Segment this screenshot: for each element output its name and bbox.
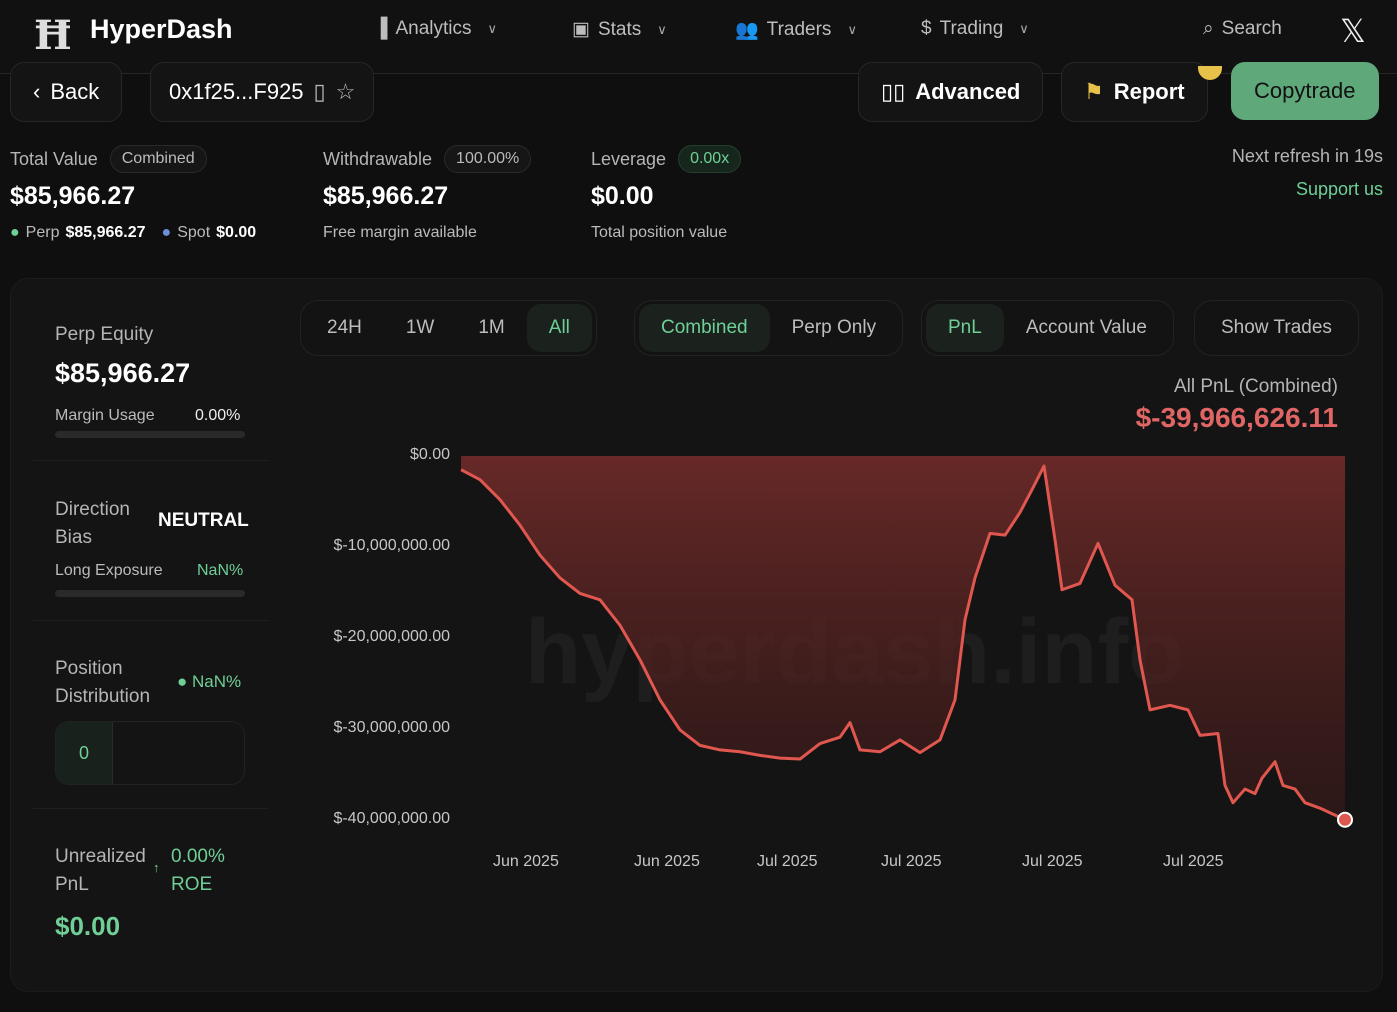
perp-equity-value: $85,966.27 [55, 358, 191, 388]
chevron-left-icon: ‹ [33, 79, 41, 104]
tab-24h[interactable]: 24H [327, 317, 362, 338]
long-exposure-label: Long Exposure [55, 562, 163, 579]
pnl-area [461, 456, 1345, 820]
pnl-line [460, 464, 1346, 822]
tab-account-value[interactable]: Account Value [1025, 317, 1147, 338]
divider [33, 620, 268, 621]
metric-selector: PnL Account Value [921, 300, 1174, 356]
y-tick-label: $-40,000,000.00 [333, 810, 450, 827]
chevron-down-icon: ∨ [487, 21, 498, 36]
terminal-icon: ▣ [572, 19, 590, 40]
chevron-down-icon: ∨ [657, 21, 667, 37]
x-tick-label: Jul 2025 [1163, 853, 1224, 870]
advanced-button[interactable]: ▯▯ Advanced [858, 62, 1044, 122]
position-pct: ● NaN% [177, 672, 242, 691]
flag-icon: ⚑ [1084, 79, 1104, 104]
withdrawable-label-row: Withdrawable 100.00% [323, 145, 532, 173]
position-distribution-bar: 0 [55, 721, 245, 785]
chart-total-pnl: $-39,966,626.11 [1135, 402, 1338, 433]
y-tick-label: $0.00 [409, 446, 450, 463]
y-tick-label: $-30,000,000.00 [333, 719, 450, 736]
bar-chart-icon: ▯▯ [881, 79, 906, 104]
perp-equity-label: Perp Equity [55, 324, 154, 345]
x-tick-label: Jul 2025 [1022, 853, 1083, 870]
search-icon: ⌕ [1203, 18, 1214, 39]
nav-analytics[interactable]: ▐ Analytics ∨ [374, 18, 498, 39]
roe: 0.00% ROE [171, 846, 225, 895]
show-trades-toggle[interactable]: Show Trades [1194, 300, 1359, 356]
long-exposure-value: NaN% [197, 562, 244, 579]
y-tick-label: $-10,000,000.00 [333, 537, 450, 554]
leverage-label-row: Leverage 0.00x [591, 145, 742, 173]
back-button[interactable]: ‹ Back [10, 62, 123, 122]
value-breakdown: ● Perp $85,966.27 ● Spot $0.00 [10, 224, 257, 241]
long-count: 0 [56, 722, 113, 784]
upnl-value: $0.00 [55, 911, 121, 941]
nav-stats[interactable]: ▣ Stats ∨ [572, 18, 667, 41]
total-value-label-row: Total Value Combined [10, 145, 207, 173]
tab-1m[interactable]: 1M [478, 317, 505, 338]
y-tick-label: $-20,000,000.00 [333, 628, 450, 645]
chevron-down-icon: ∨ [847, 22, 857, 37]
dollar-icon: $ [921, 18, 932, 39]
search-button[interactable]: ⌕ Search [1203, 18, 1282, 39]
long-exposure-bar [55, 590, 245, 597]
chevron-down-icon: ∨ [1019, 21, 1029, 36]
arrow-up-icon: ↑ [153, 860, 160, 875]
tab-all[interactable]: All [526, 304, 592, 352]
copytrade-button[interactable]: Copytrade [1231, 62, 1379, 120]
tab-perp-only[interactable]: Perp Only [791, 317, 877, 338]
spot-dot: ● [161, 224, 172, 241]
leverage-sub: Total position value [591, 224, 728, 241]
brand-name[interactable]: HyperDash [90, 14, 233, 44]
clipboard-icon[interactable]: ▯ [313, 79, 326, 104]
chart-title: All PnL (Combined) [1173, 376, 1338, 397]
direction-bias-value: NEUTRAL [158, 510, 249, 531]
report-badge-dot [1198, 66, 1222, 80]
perp-dot: ● [10, 224, 20, 241]
total-value: $85,966.27 [10, 182, 136, 210]
star-icon[interactable]: ☆ [335, 79, 356, 104]
tab-pnl[interactable]: PnL [926, 304, 1004, 352]
withdrawable-sub: Free margin available [323, 224, 477, 241]
tab-combined[interactable]: Combined [639, 304, 770, 352]
support-link[interactable]: Support us [1295, 179, 1383, 199]
withdrawable-badge: 100.00% [444, 145, 532, 173]
margin-usage-bar [55, 431, 245, 438]
scope-selector: Combined Perp Only [634, 300, 904, 356]
show-trades-label: Show Trades [1221, 317, 1332, 338]
upnl-label: Unrealized PnL [55, 846, 146, 895]
divider [33, 808, 268, 809]
position-distribution-label: Position Distribution [55, 658, 151, 707]
combined-badge: Combined [109, 145, 207, 173]
x-tick-label: Jun 2025 [493, 853, 559, 870]
x-tick-label: Jun 2025 [634, 853, 700, 870]
top-nav: Ħ HyperDash ▐ Analytics ∨ ▣ Stats ∨ 👥 Traders… [0, 0, 1397, 74]
margin-usage-value: 0.00% [195, 407, 241, 424]
x-tick-label: Jul 2025 [881, 853, 942, 870]
nav-traders[interactable]: 👥 Traders ∨ [735, 19, 857, 41]
x-tick-label: Jul 2025 [757, 853, 818, 870]
users-icon: 👥 [735, 20, 759, 41]
address-chip: 0x1f25...F925 ▯ ☆ [150, 62, 375, 122]
logo-icon[interactable]: Ħ [34, 12, 72, 59]
green-dot-icon: ● [177, 672, 188, 691]
leverage-badge: 0.00x [678, 145, 742, 173]
report-button[interactable]: ⚑ Report [1061, 62, 1208, 122]
refresh-timer: Next refresh in 19s [1231, 146, 1383, 166]
nav-trading[interactable]: $ Trading ∨ [921, 18, 1029, 39]
range-selector: 24H 1W 1M All [300, 300, 597, 356]
direction-bias-label: Direction Bias [55, 499, 130, 548]
margin-usage-label: Margin Usage [55, 407, 155, 424]
bar-chart-icon: ▐ [374, 18, 388, 39]
x-social-icon[interactable]: 𝕏 [1340, 13, 1366, 49]
divider [33, 460, 268, 461]
withdrawable-value: $85,966.27 [323, 182, 449, 210]
leverage-value: $0.00 [591, 182, 654, 210]
tab-1w[interactable]: 1W [405, 317, 435, 338]
last-point-marker [1337, 811, 1353, 828]
